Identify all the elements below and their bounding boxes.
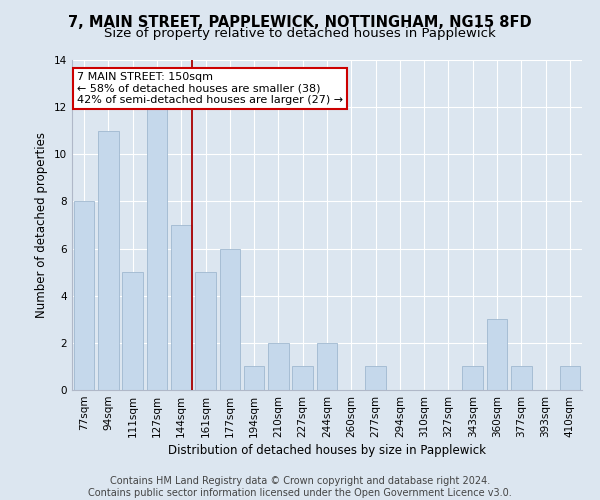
Bar xyxy=(317,343,337,390)
Bar xyxy=(268,343,289,390)
Bar xyxy=(220,248,240,390)
Bar xyxy=(292,366,313,390)
Bar xyxy=(74,202,94,390)
Y-axis label: Number of detached properties: Number of detached properties xyxy=(35,132,49,318)
Bar xyxy=(365,366,386,390)
Bar xyxy=(463,366,483,390)
X-axis label: Distribution of detached houses by size in Papplewick: Distribution of detached houses by size … xyxy=(168,444,486,457)
Bar xyxy=(560,366,580,390)
Text: Contains HM Land Registry data © Crown copyright and database right 2024.
Contai: Contains HM Land Registry data © Crown c… xyxy=(88,476,512,498)
Bar xyxy=(244,366,265,390)
Bar xyxy=(487,320,508,390)
Bar xyxy=(171,225,191,390)
Text: Size of property relative to detached houses in Papplewick: Size of property relative to detached ho… xyxy=(104,28,496,40)
Text: 7, MAIN STREET, PAPPLEWICK, NOTTINGHAM, NG15 8FD: 7, MAIN STREET, PAPPLEWICK, NOTTINGHAM, … xyxy=(68,15,532,30)
Bar xyxy=(195,272,216,390)
Bar xyxy=(122,272,143,390)
Text: 7 MAIN STREET: 150sqm
← 58% of detached houses are smaller (38)
42% of semi-deta: 7 MAIN STREET: 150sqm ← 58% of detached … xyxy=(77,72,343,105)
Bar xyxy=(98,130,119,390)
Bar xyxy=(511,366,532,390)
Bar xyxy=(146,107,167,390)
